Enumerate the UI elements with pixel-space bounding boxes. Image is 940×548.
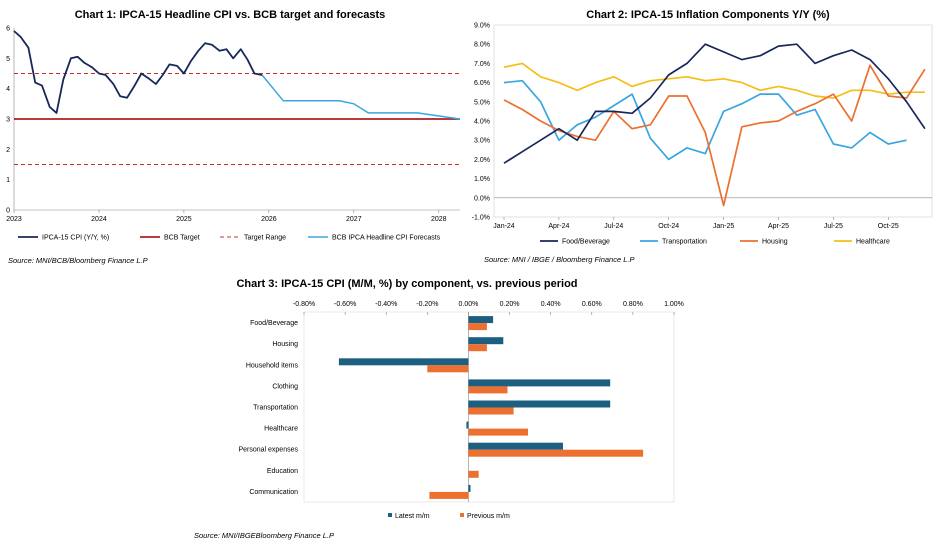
chart-2-plot-frame <box>493 24 933 218</box>
chart-1-y-tick: 3 <box>6 117 10 124</box>
chart-1-legend-label: BCB Target <box>164 235 200 242</box>
chart-3-category-label: Communication <box>249 489 298 496</box>
chart-2-legend-label: Transportation <box>662 239 707 246</box>
chart-2-y-tick: 3.0% <box>474 138 490 145</box>
chart-1-y-tick: 4 <box>6 86 10 93</box>
previous-mm-bar <box>468 344 487 352</box>
latest-mm-bar <box>466 421 469 429</box>
chart-3-x-tick: 0.20% <box>500 301 520 308</box>
chart-3-x-tick: -0.20% <box>416 301 438 308</box>
chart-3-category-label: Household items <box>246 362 299 369</box>
previous-mm-bar <box>468 386 508 394</box>
chart-3-category-label: Clothing <box>272 383 298 390</box>
chart-3-category-label: Housing <box>272 341 298 348</box>
chart-2-y-tick: 1.0% <box>474 176 490 183</box>
chart-2-x-tick: Jan-25 <box>713 223 735 230</box>
healthcare-line <box>503 62 925 99</box>
chart-3-x-tick: -0.80% <box>293 301 315 308</box>
chart-2-x-tick: Jan-24 <box>493 223 515 230</box>
housing-line <box>503 64 926 207</box>
latest-mm-bar <box>468 400 611 408</box>
latest-mm-bar <box>468 442 563 450</box>
food-beverage-line <box>503 43 926 164</box>
chart-3-x-tick: 1.00% <box>664 301 684 308</box>
chart-3-category-label: Transportation <box>253 405 298 412</box>
previous-mm-bar <box>468 449 644 457</box>
chart-1-legend-label: IPCA-15 CPI (Y/Y, %) <box>42 235 109 242</box>
chart-2-y-tick: 8.0% <box>474 42 490 49</box>
transportation-line <box>503 79 907 161</box>
chart-1-y-tick: 6 <box>6 26 10 33</box>
chart-3-plot-frame <box>303 311 675 503</box>
chart-1: Chart 1: IPCA-15 Headline CPI vs. BCB ta… <box>6 9 461 265</box>
chart-3-category-label: Education <box>267 468 298 475</box>
chart-1-legend-label: BCB IPCA Headline CPI Forecasts <box>332 235 441 242</box>
chart-2-legend-label: Housing <box>762 239 788 246</box>
chart-2-legend-label: Food/Beverage <box>562 239 610 246</box>
latest-mm-bar <box>468 337 504 345</box>
chart-3-x-tick: 0.60% <box>582 301 602 308</box>
chart-1-title: Chart 1: IPCA-15 Headline CPI vs. BCB ta… <box>75 9 386 21</box>
chart-3-category-label: Personal expenses <box>238 447 298 454</box>
chart-1-y-tick: 5 <box>6 56 10 63</box>
chart-3-legend-label: Previous m/m <box>467 513 510 520</box>
chart-2-x-tick: Apr-24 <box>548 223 569 230</box>
chart-2-legend-label: Healthcare <box>856 239 890 246</box>
previous-mm-bar <box>468 428 528 436</box>
bcb-forecast-line <box>261 74 461 120</box>
chart-2: Chart 2: IPCA-15 Inflation Components Y/… <box>472 9 933 264</box>
previous-mm-bar <box>468 407 514 415</box>
chart-2-y-tick: 0.0% <box>474 195 490 202</box>
chart-1-x-tick: 2023 <box>6 216 22 223</box>
chart-1-x-tick: 2026 <box>261 216 277 223</box>
chart-2-y-tick: 5.0% <box>474 99 490 106</box>
chart-3-x-tick: 0.80% <box>623 301 643 308</box>
chart-3-title: Chart 3: IPCA-15 CPI (M/M, %) by compone… <box>236 278 577 290</box>
chart-3-legend-swatch <box>388 513 392 517</box>
chart-2-x-tick: Jul-25 <box>824 223 843 230</box>
chart-2-y-tick: 4.0% <box>474 119 490 126</box>
chart-1-x-tick: 2025 <box>176 216 192 223</box>
chart-2-x-tick: Apr-25 <box>768 223 789 230</box>
chart-3-category-label: Food/Beverage <box>250 320 298 327</box>
latest-mm-bar <box>468 379 611 387</box>
chart-1-x-tick: 2027 <box>346 216 362 223</box>
chart-3-x-tick: -0.40% <box>375 301 397 308</box>
previous-mm-bar <box>427 365 469 373</box>
chart-2-x-tick: Jul-24 <box>604 223 623 230</box>
previous-mm-bar <box>429 491 469 499</box>
chart-2-y-tick: 2.0% <box>474 157 490 164</box>
chart-1-x-tick: 2024 <box>91 216 107 223</box>
chart-3: Chart 3: IPCA-15 CPI (M/M, %) by compone… <box>194 278 684 540</box>
chart-3-source: Source: MNI/IBGEBloomberg Finance L.P <box>194 531 334 540</box>
chart-1-y-tick: 1 <box>6 177 10 184</box>
chart-2-y-tick: 7.0% <box>474 61 490 68</box>
latest-mm-bar <box>468 316 494 324</box>
chart-3-legend-swatch <box>460 513 464 517</box>
chart-2-y-tick: -1.0% <box>472 215 490 222</box>
chart-3-legend-label: Latest m/m <box>395 513 430 520</box>
chart-3-category-label: Healthcare <box>264 426 298 433</box>
ipca15-cpi-line <box>13 30 263 114</box>
chart-2-title: Chart 2: IPCA-15 Inflation Components Y/… <box>586 9 830 21</box>
chart-2-source: Source: MNI / IBGE / Bloomberg Finance L… <box>484 255 634 264</box>
latest-mm-bar <box>468 484 471 492</box>
chart-1-y-tick: 2 <box>6 147 10 154</box>
chart-2-y-tick: 9.0% <box>474 23 490 30</box>
latest-mm-bar <box>338 358 469 366</box>
chart-3-x-tick: 0.40% <box>541 301 561 308</box>
chart-1-y-tick: 0 <box>6 208 10 215</box>
chart-2-x-tick: Oct-25 <box>878 223 899 230</box>
chart-1-x-tick: 2028 <box>431 216 447 223</box>
chart-3-x-tick: 0.00% <box>459 301 479 308</box>
chart-3-x-tick: -0.60% <box>334 301 356 308</box>
chart-1-legend-label: Target Range <box>244 235 286 242</box>
chart-2-x-tick: Oct-24 <box>658 223 679 230</box>
chart-1-source: Source: MNI/BCB/Bloomberg Finance L.P <box>8 256 148 265</box>
chart-2-y-tick: 6.0% <box>474 80 490 87</box>
previous-mm-bar <box>468 470 479 478</box>
previous-mm-bar <box>468 323 487 331</box>
